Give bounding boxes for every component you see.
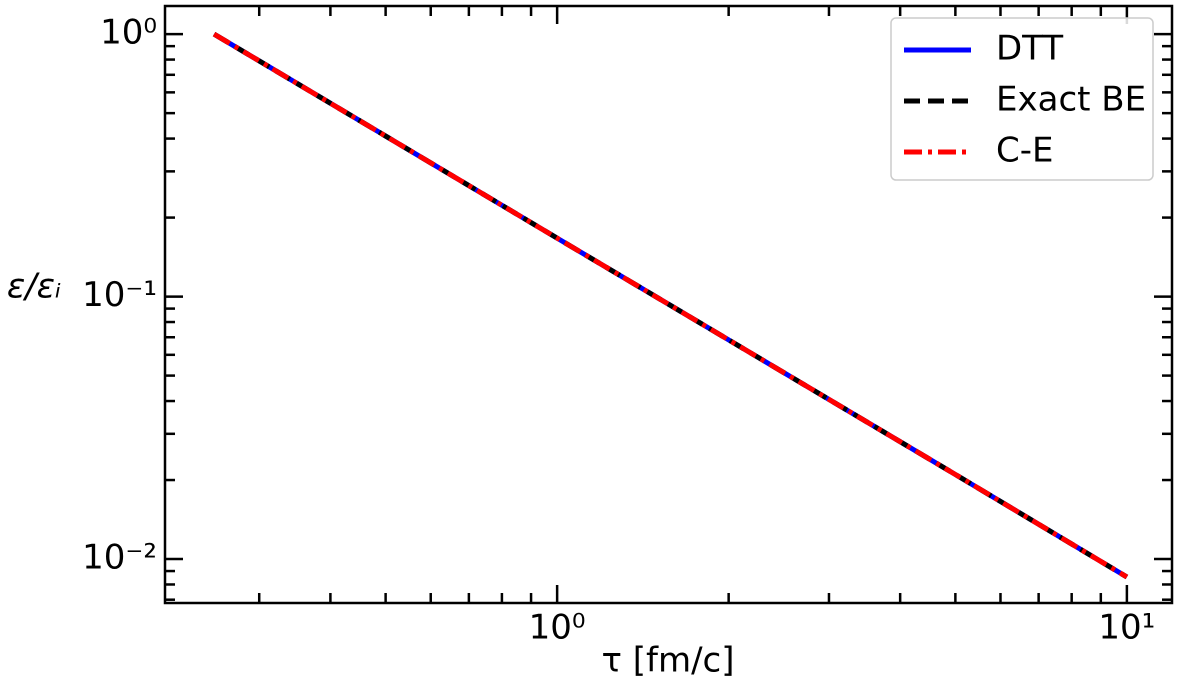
x-tick-label: 10⁰ bbox=[529, 608, 586, 648]
y-tick-label: 10⁰ bbox=[100, 13, 157, 53]
legend: DTT Exact BE C-E bbox=[890, 17, 1154, 181]
y-axis-label: ε/εᵢ bbox=[7, 267, 61, 307]
legend-label: C-E bbox=[996, 131, 1054, 171]
x-axis-label: τ [fm/c] bbox=[601, 641, 734, 681]
y-tick-label: 10⁻² bbox=[82, 538, 157, 578]
legend-label: Exact BE bbox=[996, 80, 1146, 120]
y-tick-label: 10⁻¹ bbox=[82, 275, 157, 315]
legend-frame bbox=[890, 17, 1154, 181]
legend-label: DTT bbox=[996, 29, 1063, 69]
x-tick-label: 10¹ bbox=[1098, 608, 1155, 648]
series-line bbox=[212, 31, 1129, 580]
plot-frame bbox=[163, 4, 1174, 605]
